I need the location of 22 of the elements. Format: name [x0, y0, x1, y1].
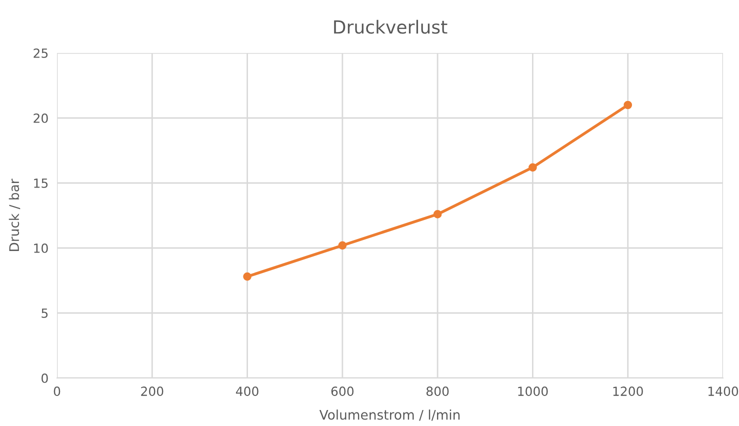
- x-tick-label: 600: [331, 386, 354, 396]
- y-tick-label: 0: [42, 373, 48, 383]
- x-tick-label: 800: [426, 386, 449, 396]
- point: [624, 100, 632, 110]
- x-tick-label: 1200: [613, 386, 643, 396]
- point: [528, 163, 537, 172]
- point: [338, 241, 347, 250]
- y-tick-label: 20: [34, 113, 48, 123]
- x-axis-title: Volumenstrom / l/min: [319, 410, 460, 421]
- x-tick-label: 0: [54, 386, 60, 396]
- point: [433, 210, 442, 218]
- x-tick-label: 1000: [518, 386, 548, 396]
- chart-title: Druckverlust: [334, 20, 448, 34]
- y-axis-title: Druck / bar: [8, 178, 20, 251]
- y-tick-label: 15: [34, 178, 48, 188]
- x-tick-label: 400: [236, 386, 258, 396]
- x-tick-label: 1400: [708, 386, 738, 396]
- x-tick-label: 200: [141, 386, 164, 396]
- y-tick-label: 5: [42, 308, 48, 318]
- y-tick-label: 10: [34, 243, 48, 253]
- y-tick-label: 25: [34, 48, 48, 58]
- point: [243, 272, 252, 281]
